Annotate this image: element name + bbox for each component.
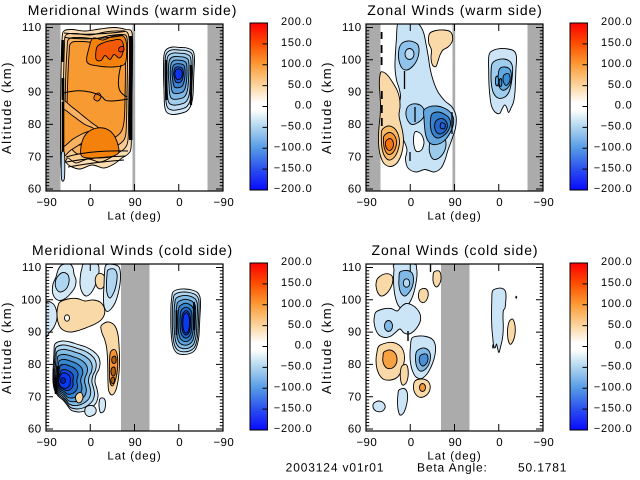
svg-text:0: 0 — [176, 197, 183, 209]
svg-text:110: 110 — [342, 262, 362, 274]
svg-text:−150.0: −150.0 — [594, 162, 633, 174]
svg-text:50.0: 50.0 — [288, 319, 313, 331]
svg-text:70: 70 — [348, 391, 362, 403]
svg-text:−100.0: −100.0 — [274, 381, 313, 393]
svg-text:100: 100 — [341, 54, 361, 66]
svg-text:−50.0: −50.0 — [601, 361, 633, 373]
svg-text:−90: −90 — [533, 197, 554, 209]
svg-text:70: 70 — [348, 151, 362, 163]
svg-text:Altitude (km): Altitude (km) — [319, 61, 334, 154]
svg-text:90: 90 — [449, 437, 463, 449]
svg-text:−100.0: −100.0 — [594, 381, 633, 393]
svg-text:50.0: 50.0 — [608, 319, 633, 331]
svg-text:−200.0: −200.0 — [594, 183, 633, 195]
svg-text:Lat (deg): Lat (deg) — [427, 211, 481, 223]
svg-text:100.0: 100.0 — [281, 298, 313, 310]
svg-text:−90: −90 — [213, 197, 234, 209]
svg-text:150.0: 150.0 — [601, 37, 633, 49]
svg-text:−200.0: −200.0 — [594, 423, 633, 435]
svg-text:Altitude (km): Altitude (km) — [319, 301, 334, 394]
svg-text:−50.0: −50.0 — [281, 361, 313, 373]
svg-text:90: 90 — [28, 327, 42, 339]
svg-text:Altitude (km): Altitude (km) — [0, 61, 14, 154]
svg-text:80: 80 — [348, 119, 362, 131]
svg-text:90: 90 — [28, 87, 42, 99]
svg-text:110: 110 — [22, 262, 42, 274]
svg-text:−150.0: −150.0 — [274, 402, 313, 414]
svg-text:0.0: 0.0 — [615, 100, 633, 112]
svg-text:2003124 v01r01: 2003124 v01r01 — [286, 461, 385, 475]
svg-text:0: 0 — [176, 437, 183, 449]
svg-text:0: 0 — [88, 437, 95, 449]
svg-text:Lat (deg): Lat (deg) — [427, 451, 481, 463]
svg-text:Altitude (km): Altitude (km) — [0, 301, 14, 394]
svg-text:0.0: 0.0 — [615, 340, 633, 352]
svg-text:0: 0 — [408, 437, 415, 449]
svg-text:70: 70 — [28, 151, 42, 163]
svg-text:200.0: 200.0 — [601, 256, 633, 268]
svg-text:−200.0: −200.0 — [274, 183, 313, 195]
svg-text:Lat (deg): Lat (deg) — [107, 211, 161, 223]
svg-text:−90: −90 — [36, 437, 57, 449]
svg-text:90: 90 — [348, 87, 362, 99]
svg-text:90: 90 — [129, 197, 143, 209]
svg-text:60: 60 — [348, 424, 362, 436]
svg-text:90: 90 — [348, 327, 362, 339]
svg-text:100: 100 — [21, 294, 41, 306]
svg-text:−90: −90 — [356, 437, 377, 449]
svg-text:50.1781: 50.1781 — [518, 461, 567, 475]
svg-text:90: 90 — [129, 437, 143, 449]
svg-text:100: 100 — [341, 294, 361, 306]
svg-text:−100.0: −100.0 — [274, 141, 313, 153]
svg-text:−150.0: −150.0 — [274, 162, 313, 174]
svg-text:60: 60 — [28, 424, 42, 436]
svg-text:150.0: 150.0 — [281, 277, 313, 289]
svg-text:80: 80 — [28, 359, 42, 371]
svg-text:150.0: 150.0 — [601, 277, 633, 289]
svg-text:0: 0 — [408, 197, 415, 209]
svg-text:0: 0 — [88, 197, 95, 209]
svg-text:0: 0 — [496, 437, 503, 449]
svg-text:Meridional Winds (warm side): Meridional Winds (warm side) — [28, 2, 238, 18]
svg-text:100.0: 100.0 — [281, 58, 313, 70]
svg-text:0.0: 0.0 — [295, 340, 313, 352]
svg-text:100.0: 100.0 — [601, 298, 633, 310]
svg-text:110: 110 — [22, 22, 42, 34]
svg-text:50.0: 50.0 — [288, 79, 313, 91]
svg-text:Lat (deg): Lat (deg) — [107, 451, 161, 463]
svg-text:−50.0: −50.0 — [601, 121, 633, 133]
svg-text:200.0: 200.0 — [281, 256, 313, 268]
svg-text:150.0: 150.0 — [281, 37, 313, 49]
svg-text:80: 80 — [348, 359, 362, 371]
svg-text:−100.0: −100.0 — [594, 141, 633, 153]
svg-text:0.0: 0.0 — [295, 100, 313, 112]
svg-text:Meridional Winds (cold side): Meridional Winds (cold side) — [32, 242, 233, 258]
svg-text:60: 60 — [348, 184, 362, 196]
svg-text:110: 110 — [342, 22, 362, 34]
svg-text:Zonal Winds (warm side): Zonal Winds (warm side) — [367, 2, 543, 18]
svg-text:−150.0: −150.0 — [594, 402, 633, 414]
svg-text:90: 90 — [449, 197, 463, 209]
svg-text:Beta Angle:: Beta Angle: — [417, 461, 488, 475]
svg-text:−90: −90 — [533, 437, 554, 449]
svg-text:70: 70 — [28, 391, 42, 403]
svg-text:200.0: 200.0 — [601, 16, 633, 28]
svg-text:100.0: 100.0 — [601, 58, 633, 70]
svg-text:−50.0: −50.0 — [281, 121, 313, 133]
svg-text:60: 60 — [28, 184, 42, 196]
svg-text:Zonal Winds (cold side): Zonal Winds (cold side) — [372, 242, 539, 258]
svg-text:80: 80 — [28, 119, 42, 131]
svg-text:−90: −90 — [356, 197, 377, 209]
svg-text:−200.0: −200.0 — [274, 423, 313, 435]
svg-text:50.0: 50.0 — [608, 79, 633, 91]
svg-text:200.0: 200.0 — [281, 16, 313, 28]
svg-text:100: 100 — [21, 54, 41, 66]
svg-text:0: 0 — [496, 197, 503, 209]
svg-text:−90: −90 — [213, 437, 234, 449]
svg-text:−90: −90 — [36, 197, 57, 209]
